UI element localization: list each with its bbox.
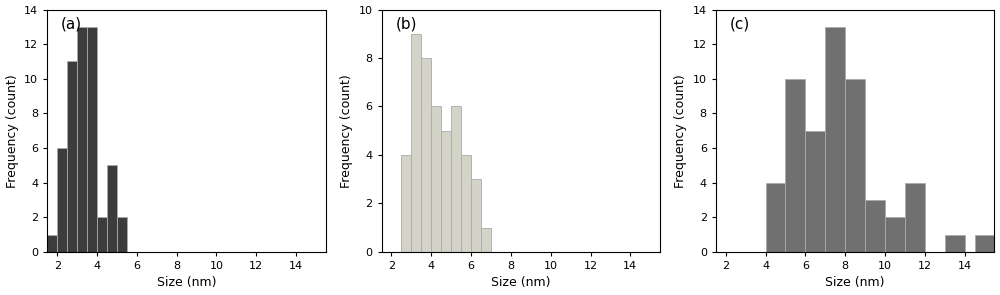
X-axis label: Size (nm): Size (nm) <box>825 276 885 289</box>
Bar <box>107 165 117 252</box>
Y-axis label: Frequency (count): Frequency (count) <box>674 74 687 188</box>
X-axis label: Size (nm): Size (nm) <box>491 276 551 289</box>
Bar <box>471 179 481 252</box>
Text: (c): (c) <box>730 17 750 32</box>
Bar <box>97 217 107 252</box>
Bar <box>57 148 67 252</box>
Bar <box>117 217 127 252</box>
Text: (a): (a) <box>61 17 82 32</box>
Bar <box>481 228 491 252</box>
Bar <box>421 58 431 252</box>
Bar <box>87 27 97 252</box>
Bar <box>431 106 441 252</box>
Bar <box>401 155 411 252</box>
X-axis label: Size (nm): Size (nm) <box>157 276 216 289</box>
Bar <box>411 34 421 252</box>
Bar <box>766 183 785 252</box>
Text: (b): (b) <box>395 17 417 32</box>
Y-axis label: Frequency (count): Frequency (count) <box>340 74 353 188</box>
Bar <box>805 131 825 252</box>
Y-axis label: Frequency (count): Frequency (count) <box>6 74 19 188</box>
Bar <box>785 79 805 252</box>
Bar <box>77 27 87 252</box>
Bar <box>945 235 965 252</box>
Bar <box>451 106 461 252</box>
Bar <box>461 155 471 252</box>
Bar <box>885 217 905 252</box>
Bar <box>67 61 77 252</box>
Bar <box>865 200 885 252</box>
Bar <box>975 235 994 252</box>
Bar <box>47 235 57 252</box>
Bar <box>441 131 451 252</box>
Bar <box>825 27 845 252</box>
Bar <box>845 79 865 252</box>
Bar <box>905 183 925 252</box>
